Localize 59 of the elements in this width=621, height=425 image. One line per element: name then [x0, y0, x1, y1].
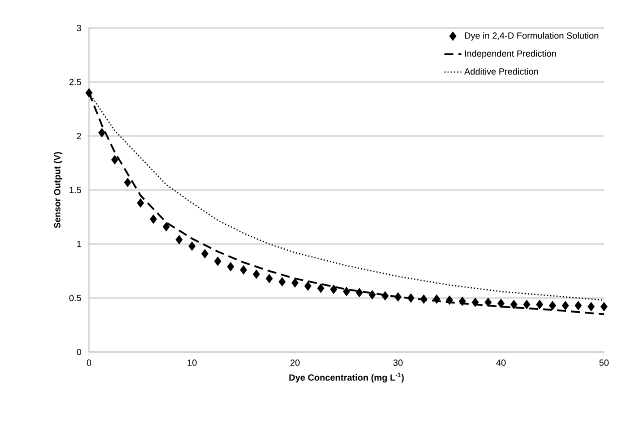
point [510, 300, 518, 310]
x-tick-label: 20 [290, 360, 300, 366]
point [291, 278, 299, 288]
x-tick-label: 50 [599, 360, 609, 366]
point [458, 296, 466, 306]
legend-label: Additive Prediction [464, 68, 538, 75]
point [433, 294, 440, 304]
point [252, 270, 260, 279]
point [368, 290, 376, 300]
x-tick-label: 10 [188, 360, 197, 366]
point [342, 286, 350, 296]
point [330, 284, 338, 294]
point [356, 288, 363, 298]
point [227, 262, 234, 272]
y-tick-label: 0 [76, 348, 82, 356]
point [317, 284, 324, 293]
point [162, 222, 170, 232]
point [472, 298, 479, 308]
point [497, 298, 505, 308]
point [150, 214, 157, 224]
point [188, 241, 196, 251]
point [98, 128, 106, 138]
y-tick-label: 1 [77, 240, 82, 248]
y-tick-label: 1.5 [70, 186, 82, 194]
point [536, 300, 544, 310]
point [382, 291, 389, 301]
x-axis-title: Dye Concentration (mg L$^{-1}$) [289, 372, 404, 383]
point [214, 256, 222, 266]
point [278, 277, 286, 286]
point [304, 281, 312, 291]
legend-label: Dye in 2,4-D Formulation Solution [465, 32, 598, 41]
point [484, 298, 492, 308]
x-tick-label: 0 [86, 360, 92, 366]
x-tick-label: 40 [496, 360, 506, 366]
point [562, 300, 569, 310]
y-tick-label: 2.5 [69, 78, 82, 86]
point [85, 88, 93, 98]
y-tick-label: 3 [76, 24, 82, 32]
point [111, 155, 118, 164]
point [588, 302, 595, 312]
point [240, 265, 248, 275]
point [548, 300, 556, 310]
point [574, 300, 582, 310]
x-tick-label: 30 [393, 360, 403, 366]
legend-label: Independent Prediction [465, 50, 556, 58]
y-axis-title: Sensor Output (V) [54, 152, 62, 228]
point [407, 293, 414, 303]
y-tick-label: 2 [76, 132, 82, 140]
point [523, 300, 530, 310]
point [201, 249, 208, 258]
point [124, 178, 132, 188]
point [176, 234, 183, 244]
point [600, 302, 608, 312]
y-tick-label: 0.5 [69, 294, 82, 302]
point [136, 198, 144, 208]
point [420, 294, 428, 304]
point [394, 292, 402, 302]
point [266, 274, 273, 284]
point [446, 295, 454, 305]
